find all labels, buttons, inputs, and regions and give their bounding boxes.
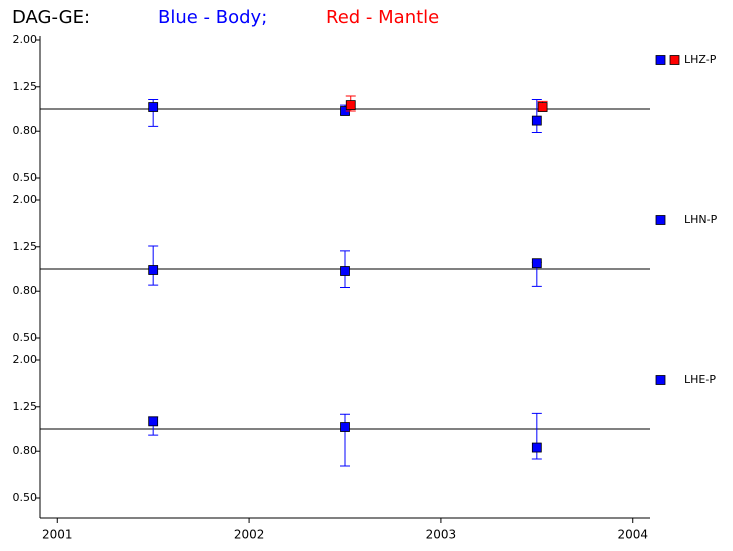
point [340, 422, 350, 432]
y-tick-label: 1.25 [13, 80, 38, 93]
y-tick-label: 0.80 [13, 284, 38, 297]
y-tick-label: 2.00 [13, 33, 38, 46]
legend-swatch [655, 375, 666, 385]
title-station: DAG-GE: [12, 7, 90, 28]
legend-label: LHZ-P [684, 53, 717, 66]
x-tick-label: 2003 [426, 528, 457, 542]
x-tick-label: 2001 [42, 528, 73, 542]
point [531, 258, 542, 269]
y-tick-label: 0.80 [13, 124, 38, 137]
x-tick-label: 2004 [617, 528, 648, 542]
legend-swatch [655, 55, 666, 65]
y-tick-label: 1.25 [13, 400, 38, 413]
point [537, 102, 548, 112]
title-blue: Blue - Body; [158, 7, 267, 28]
point [531, 442, 542, 453]
point [148, 416, 159, 427]
y-tick-label: 0.50 [13, 491, 38, 504]
legend-label: LHN-P [684, 213, 718, 226]
point [340, 266, 350, 276]
y-tick-label: 0.80 [13, 444, 38, 457]
y-tick-label: 0.50 [13, 171, 38, 184]
title-red: Red - Mantle [326, 7, 439, 28]
point [345, 100, 356, 110]
y-tick-label: 2.00 [13, 193, 38, 206]
legend-label: LHE-P [684, 373, 716, 386]
point [148, 265, 159, 275]
y-tick-label: 0.50 [13, 331, 38, 344]
error-bar [340, 413, 350, 467]
y-tick-label: 1.25 [13, 240, 38, 253]
legend-swatch [655, 215, 666, 225]
x-tick-label: 2002 [234, 528, 265, 542]
point [531, 115, 542, 126]
y-tick-label: 2.00 [13, 353, 38, 366]
legend-swatch [669, 55, 680, 65]
point [148, 102, 159, 112]
